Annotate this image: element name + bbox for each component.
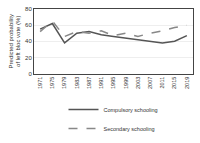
svg-text:0: 0 xyxy=(28,71,32,77)
svg-text:2011: 2011 xyxy=(159,77,165,89)
svg-text:2007: 2007 xyxy=(147,77,153,89)
svg-text:2015: 2015 xyxy=(171,77,177,89)
svg-text:1975: 1975 xyxy=(49,77,55,89)
svg-text:1987: 1987 xyxy=(86,77,92,89)
svg-text:1971: 1971 xyxy=(37,77,43,89)
svg-text:2019: 2019 xyxy=(184,77,190,89)
svg-text:1991: 1991 xyxy=(98,77,104,89)
svg-text:20: 20 xyxy=(25,55,32,61)
svg-text:60: 60 xyxy=(25,22,32,28)
svg-text:80: 80 xyxy=(25,6,32,12)
svg-text:1983: 1983 xyxy=(74,77,80,89)
svg-text:40: 40 xyxy=(25,38,32,44)
svg-text:1999: 1999 xyxy=(123,77,129,89)
svg-text:1995: 1995 xyxy=(110,77,116,89)
svg-text:Predicted probabilityof left b: Predicted probabilityof left bloc vote (… xyxy=(8,14,22,68)
svg-text:Secondary schooling: Secondary schooling xyxy=(104,126,155,132)
svg-text:Compulsory schooling: Compulsory schooling xyxy=(104,107,158,113)
svg-text:2003: 2003 xyxy=(135,77,141,89)
svg-text:1979: 1979 xyxy=(61,77,67,89)
